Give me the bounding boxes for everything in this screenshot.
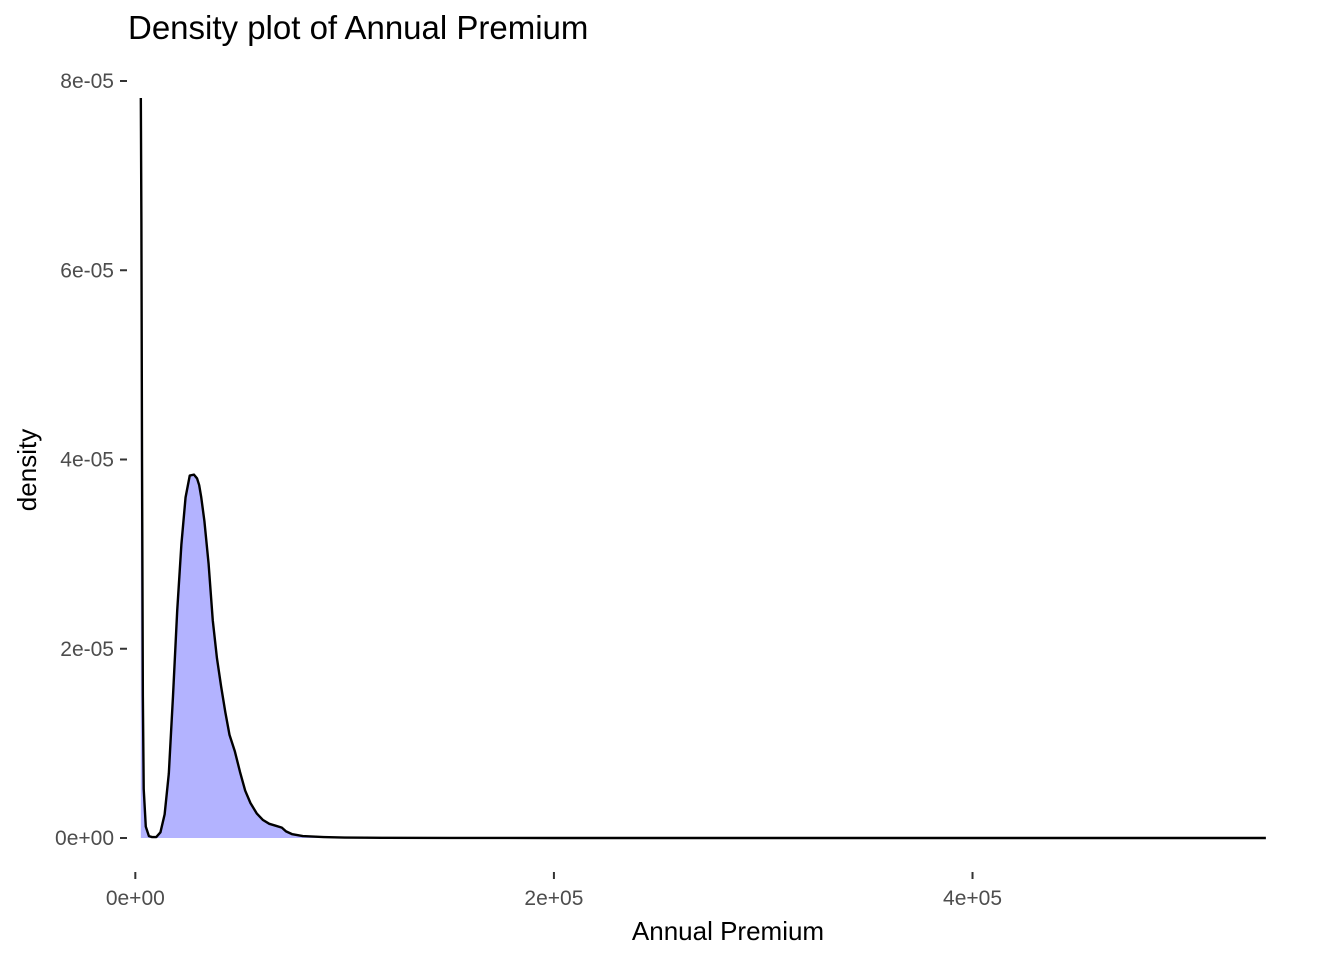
x-tick-label: 0e+00 xyxy=(106,887,165,910)
density-curve-line xyxy=(139,98,1266,840)
density-area-fill xyxy=(140,98,1266,838)
y-tick-label: 0e+00 xyxy=(55,827,114,850)
y-tick-label: 6e-05 xyxy=(60,259,114,282)
x-axis-label: Annual Premium xyxy=(632,916,824,946)
y-axis-label: density xyxy=(12,429,42,511)
y-tick-label: 8e-05 xyxy=(60,70,114,93)
chart-title: Density plot of Annual Premium xyxy=(128,9,588,46)
y-tick-label: 4e-05 xyxy=(60,449,114,472)
plot-area xyxy=(139,98,1266,840)
x-tick-label: 2e+05 xyxy=(524,887,583,910)
y-axis: 0e+00 2e-05 4e-05 6e-05 8e-05 xyxy=(55,70,127,850)
x-tick-label: 4e+05 xyxy=(943,887,1002,910)
y-tick-label: 2e-05 xyxy=(60,638,114,661)
x-axis: 0e+00 2e+05 4e+05 xyxy=(106,872,1002,910)
